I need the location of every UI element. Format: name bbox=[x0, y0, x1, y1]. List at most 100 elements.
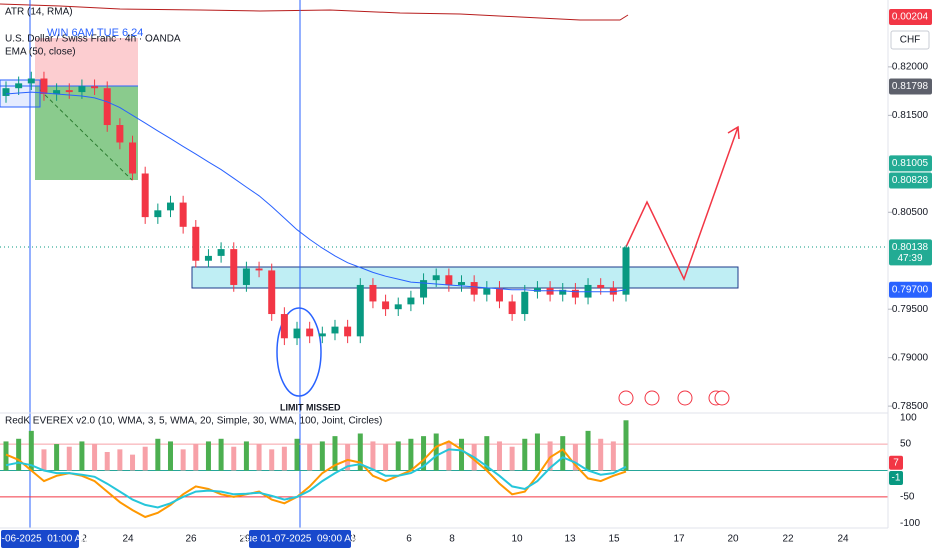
candle-body bbox=[445, 275, 453, 285]
histogram-bar bbox=[370, 441, 376, 471]
x-tick-label: 10 bbox=[511, 534, 523, 545]
histogram-bar bbox=[598, 438, 604, 471]
histogram-bar bbox=[319, 441, 325, 471]
histogram-bar bbox=[28, 430, 34, 471]
histogram-bar bbox=[117, 449, 123, 471]
histogram-bar bbox=[16, 438, 22, 471]
candle-body bbox=[356, 284, 364, 337]
x-highlight-label: 19-06-2025 01:00 AM bbox=[0, 534, 89, 545]
price-badge bbox=[889, 155, 932, 172]
histogram-bar bbox=[167, 441, 173, 471]
event-icon bbox=[677, 390, 693, 406]
y-tick-label: 0.80500 bbox=[892, 207, 929, 218]
countdown: 47:39 bbox=[897, 253, 922, 264]
candle-body bbox=[382, 301, 390, 310]
candle-body bbox=[53, 90, 61, 95]
candle-body bbox=[217, 249, 225, 256]
event-icon bbox=[644, 390, 660, 406]
candle-body bbox=[255, 268, 263, 271]
indicator-badge-label: 7 bbox=[893, 457, 899, 468]
x-tick-label: 22 bbox=[782, 534, 794, 545]
candle-body bbox=[242, 268, 250, 285]
histogram-bar bbox=[345, 444, 351, 471]
histogram-bar bbox=[281, 446, 287, 471]
candle-body bbox=[65, 90, 73, 93]
histogram-bar bbox=[332, 436, 338, 471]
candle-body bbox=[394, 304, 402, 310]
trade-path bbox=[39, 89, 133, 181]
histogram-bar bbox=[256, 444, 262, 471]
histogram-bar bbox=[205, 441, 211, 471]
histogram-bar bbox=[623, 420, 629, 471]
atr-line bbox=[0, 3, 629, 21]
candle-body bbox=[508, 301, 516, 315]
candle-body bbox=[27, 78, 35, 84]
x-highlight bbox=[1, 530, 79, 548]
histogram-bar bbox=[54, 444, 60, 471]
axis-labels: 0.82000 0.81500 0.80500 0.79500 0.79000 0.785… bbox=[0, 9, 932, 548]
histogram-bar bbox=[92, 444, 98, 471]
x-highlight-label: Tue 01-07-2025 09:00 AM bbox=[241, 534, 360, 545]
candle-body bbox=[470, 282, 478, 295]
candle-body bbox=[192, 226, 200, 261]
histogram-bar bbox=[395, 441, 401, 471]
candle-body bbox=[306, 328, 314, 337]
ema-label: EMA (50, close) bbox=[5, 47, 76, 58]
arrow-head bbox=[727, 125, 740, 140]
oscillator-line bbox=[5, 448, 627, 509]
y-tick-label: -100 bbox=[900, 518, 920, 529]
candle-body bbox=[2, 88, 10, 96]
candle-body bbox=[141, 173, 149, 218]
currency-box[interactable] bbox=[890, 30, 930, 50]
histogram-bar bbox=[142, 446, 148, 471]
price-badge bbox=[889, 239, 932, 266]
candle-body bbox=[166, 202, 174, 211]
histogram-bar bbox=[269, 449, 275, 471]
candle-body bbox=[495, 287, 503, 302]
annotation: LIMIT MISSED bbox=[280, 402, 341, 412]
histogram-bar bbox=[408, 438, 414, 471]
price-badge bbox=[889, 172, 932, 189]
price-badge bbox=[889, 78, 932, 95]
candle-body bbox=[78, 86, 86, 93]
histogram-bar bbox=[522, 438, 528, 471]
candle-body bbox=[318, 333, 326, 337]
histogram-bar bbox=[79, 441, 85, 471]
currency[interactable]: CHF bbox=[900, 35, 921, 46]
x-tick-label: 20 bbox=[727, 534, 739, 545]
candle-body bbox=[597, 284, 605, 288]
indicator-label: RedK EVEREX v2.0 (10, WMA, 3, 5, WMA, 20… bbox=[5, 416, 382, 427]
candle-body bbox=[280, 314, 288, 339]
histogram-bar bbox=[572, 444, 578, 471]
histogram-bar bbox=[610, 441, 616, 471]
histogram-bar bbox=[509, 446, 515, 471]
candle-body bbox=[622, 247, 630, 295]
x-tick-label: 29 bbox=[239, 534, 251, 545]
histogram-bar bbox=[496, 441, 502, 471]
candle-body bbox=[559, 289, 567, 295]
histogram-bar bbox=[104, 452, 110, 471]
histogram-bar bbox=[383, 444, 389, 471]
candle-body bbox=[369, 284, 377, 302]
drawings bbox=[0, 0, 888, 528]
histogram-bar bbox=[433, 433, 439, 471]
support-zone bbox=[191, 266, 739, 289]
candle-body bbox=[521, 291, 529, 315]
candle-body bbox=[204, 255, 212, 261]
candle-body bbox=[420, 280, 428, 298]
x-tick-label: 24 bbox=[837, 534, 849, 545]
candle-body bbox=[154, 210, 162, 218]
projection-arrow bbox=[625, 126, 739, 281]
candle-body bbox=[230, 249, 238, 285]
indicator-badge bbox=[889, 471, 903, 486]
x-tick-label: 6 bbox=[406, 534, 412, 545]
x-tick-label: 15 bbox=[608, 534, 620, 545]
time-axis bbox=[0, 528, 932, 550]
price-badge-label: 0.80828 bbox=[892, 175, 929, 186]
candle-body bbox=[268, 270, 276, 315]
histogram-bar bbox=[459, 438, 465, 471]
histogram-bar bbox=[155, 438, 161, 471]
candle-body bbox=[179, 202, 187, 227]
